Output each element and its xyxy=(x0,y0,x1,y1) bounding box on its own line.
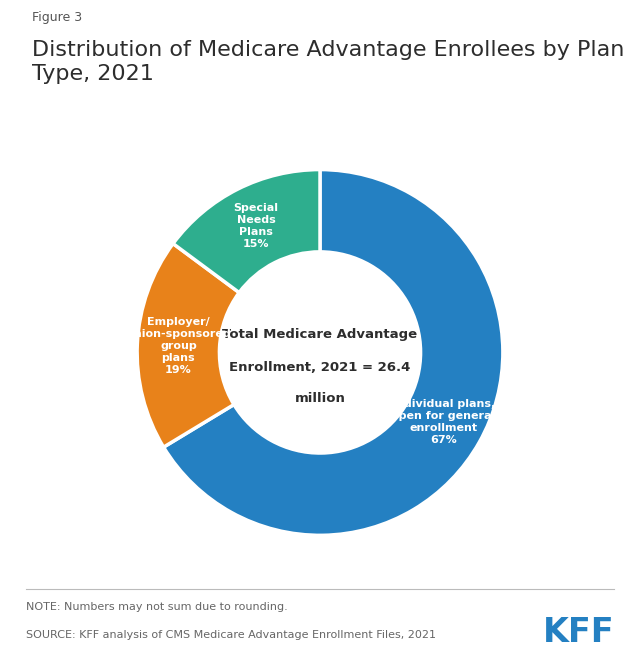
Text: Total Medicare Advantage: Total Medicare Advantage xyxy=(223,328,417,340)
Text: NOTE: Numbers may not sum due to rounding.: NOTE: Numbers may not sum due to roundin… xyxy=(26,602,287,612)
Text: Employer/
union-sponsored
group
plans
19%: Employer/ union-sponsored group plans 19… xyxy=(126,317,231,375)
Text: SOURCE: KFF analysis of CMS Medicare Advantage Enrollment Files, 2021: SOURCE: KFF analysis of CMS Medicare Adv… xyxy=(26,630,436,640)
Text: million: million xyxy=(294,392,346,405)
Text: KFF: KFF xyxy=(543,616,614,649)
Wedge shape xyxy=(164,170,503,535)
Text: Figure 3: Figure 3 xyxy=(32,11,82,24)
Text: Individual plans,
open for general
enrollment
67%: Individual plans, open for general enrol… xyxy=(391,399,495,445)
Text: Special
Needs
Plans
15%: Special Needs Plans 15% xyxy=(234,203,279,249)
Wedge shape xyxy=(173,170,320,293)
Wedge shape xyxy=(137,243,239,447)
Text: Enrollment, 2021 = 26.4: Enrollment, 2021 = 26.4 xyxy=(229,360,411,374)
Text: Distribution of Medicare Advantage Enrollees by Plan
Type, 2021: Distribution of Medicare Advantage Enrol… xyxy=(32,40,625,84)
